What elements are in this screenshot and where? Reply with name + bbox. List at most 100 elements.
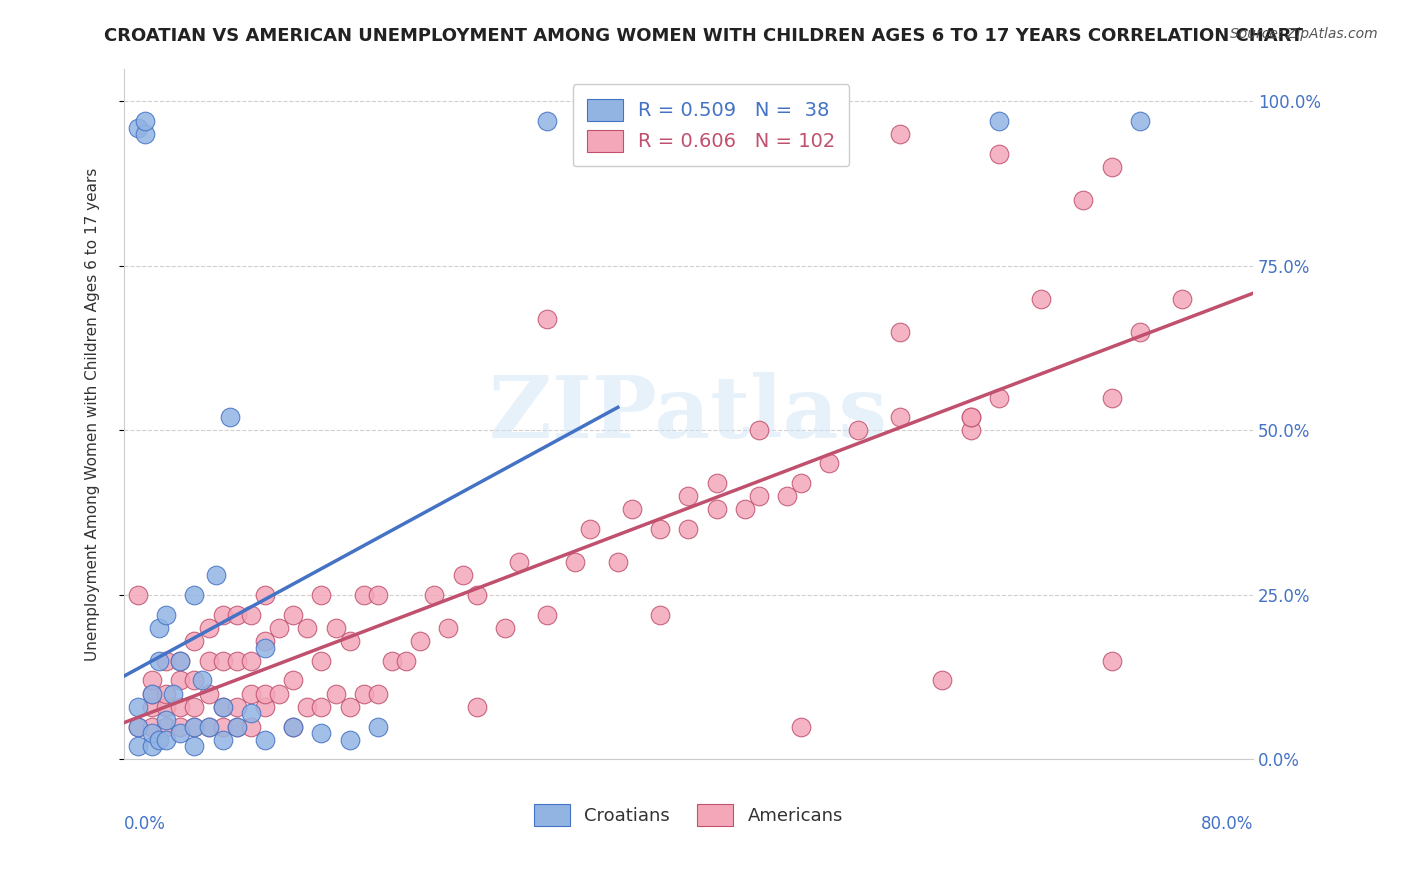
Point <box>148 654 170 668</box>
Point <box>987 114 1010 128</box>
Point <box>183 739 205 754</box>
Point <box>678 489 700 503</box>
Point <box>183 673 205 688</box>
Point <box>197 720 219 734</box>
Point <box>1171 292 1194 306</box>
Point <box>169 720 191 734</box>
Point <box>239 687 262 701</box>
Point <box>169 673 191 688</box>
Point <box>141 720 163 734</box>
Point <box>889 325 911 339</box>
Point <box>253 640 276 655</box>
Point <box>253 588 276 602</box>
Point <box>225 607 247 622</box>
Text: 80.0%: 80.0% <box>1201 814 1253 833</box>
Point <box>269 687 291 701</box>
Point <box>283 607 305 622</box>
Point <box>239 720 262 734</box>
Legend: R = 0.509   N =  38, R = 0.606   N = 102: R = 0.509 N = 38, R = 0.606 N = 102 <box>572 85 849 167</box>
Point <box>183 720 205 734</box>
Point <box>423 588 446 602</box>
Point <box>134 114 156 128</box>
Point <box>606 555 628 569</box>
Point <box>155 732 177 747</box>
Point <box>283 673 305 688</box>
Point <box>494 621 516 635</box>
Point <box>127 720 149 734</box>
Point <box>155 607 177 622</box>
Point <box>162 687 184 701</box>
Point <box>353 588 375 602</box>
Point <box>183 699 205 714</box>
Point <box>183 634 205 648</box>
Point <box>1101 391 1123 405</box>
Point <box>211 720 233 734</box>
Point <box>141 699 163 714</box>
Point <box>253 732 276 747</box>
Point <box>790 720 813 734</box>
Text: CROATIAN VS AMERICAN UNEMPLOYMENT AMONG WOMEN WITH CHILDREN AGES 6 TO 17 YEARS C: CROATIAN VS AMERICAN UNEMPLOYMENT AMONG … <box>104 27 1302 45</box>
Point <box>283 720 305 734</box>
Point <box>987 391 1010 405</box>
Point <box>536 607 558 622</box>
Point <box>127 588 149 602</box>
Point <box>650 522 672 536</box>
Point <box>225 654 247 668</box>
Point <box>578 522 600 536</box>
Point <box>183 588 205 602</box>
Point <box>169 699 191 714</box>
Point <box>325 621 347 635</box>
Point <box>748 489 770 503</box>
Point <box>1031 292 1053 306</box>
Point <box>148 621 170 635</box>
Point <box>706 476 728 491</box>
Point <box>818 456 841 470</box>
Point <box>846 424 869 438</box>
Point <box>269 621 291 635</box>
Point <box>197 654 219 668</box>
Point <box>155 713 177 727</box>
Point <box>211 699 233 714</box>
Text: Source: ZipAtlas.com: Source: ZipAtlas.com <box>1230 27 1378 41</box>
Point <box>650 607 672 622</box>
Point <box>959 410 981 425</box>
Point <box>253 687 276 701</box>
Point <box>508 555 530 569</box>
Point <box>311 726 333 740</box>
Point <box>790 476 813 491</box>
Point <box>218 410 240 425</box>
Point <box>211 732 233 747</box>
Point <box>197 621 219 635</box>
Point <box>1129 325 1152 339</box>
Point <box>381 654 404 668</box>
Point <box>211 654 233 668</box>
Point <box>141 726 163 740</box>
Point <box>169 654 191 668</box>
Point <box>141 673 163 688</box>
Point <box>620 502 643 516</box>
Point <box>239 654 262 668</box>
Point <box>311 654 333 668</box>
Point <box>889 128 911 142</box>
Point <box>197 687 219 701</box>
Point <box>959 424 981 438</box>
Point <box>678 522 700 536</box>
Point <box>395 654 418 668</box>
Point <box>127 699 149 714</box>
Point <box>748 424 770 438</box>
Point <box>1101 654 1123 668</box>
Point <box>339 699 361 714</box>
Point <box>776 489 799 503</box>
Point <box>141 687 163 701</box>
Point <box>889 410 911 425</box>
Point <box>169 654 191 668</box>
Point <box>339 732 361 747</box>
Point <box>931 673 953 688</box>
Point <box>706 502 728 516</box>
Point <box>536 311 558 326</box>
Point <box>1101 160 1123 174</box>
Point <box>211 699 233 714</box>
Point <box>339 634 361 648</box>
Point <box>311 699 333 714</box>
Point <box>134 128 156 142</box>
